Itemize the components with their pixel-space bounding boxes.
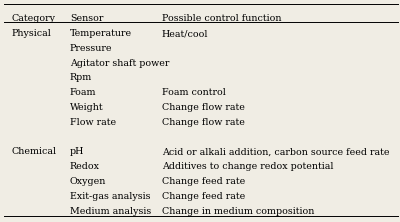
Text: Foam: Foam <box>70 88 96 97</box>
Text: Oxygen: Oxygen <box>70 177 106 186</box>
Text: Physical: Physical <box>12 29 52 38</box>
Text: Chemical: Chemical <box>12 147 57 157</box>
Text: Additives to change redox potential: Additives to change redox potential <box>162 162 334 171</box>
Text: Rpm: Rpm <box>70 73 92 82</box>
Text: Change in medium composition: Change in medium composition <box>162 207 314 216</box>
Text: Foam control: Foam control <box>162 88 226 97</box>
Text: Redox: Redox <box>70 162 100 171</box>
Text: Change feed rate: Change feed rate <box>162 177 245 186</box>
Text: Heat/cool: Heat/cool <box>162 29 208 38</box>
Text: Category: Category <box>12 14 56 23</box>
Text: pH: pH <box>70 147 84 157</box>
Text: Change flow rate: Change flow rate <box>162 118 245 127</box>
Text: Weight: Weight <box>70 103 104 112</box>
Text: Pressure: Pressure <box>70 44 112 53</box>
Text: Change feed rate: Change feed rate <box>162 192 245 201</box>
Text: Exit-gas analysis: Exit-gas analysis <box>70 192 150 201</box>
Text: Temperature: Temperature <box>70 29 132 38</box>
Text: Medium analysis: Medium analysis <box>70 207 151 216</box>
Text: Agitator shaft power: Agitator shaft power <box>70 59 169 68</box>
Text: Flow rate: Flow rate <box>70 118 116 127</box>
Text: Acid or alkali addition, carbon source feed rate: Acid or alkali addition, carbon source f… <box>162 147 390 157</box>
Text: Possible control function: Possible control function <box>162 14 282 23</box>
Text: Sensor: Sensor <box>70 14 103 23</box>
Text: Change flow rate: Change flow rate <box>162 103 245 112</box>
